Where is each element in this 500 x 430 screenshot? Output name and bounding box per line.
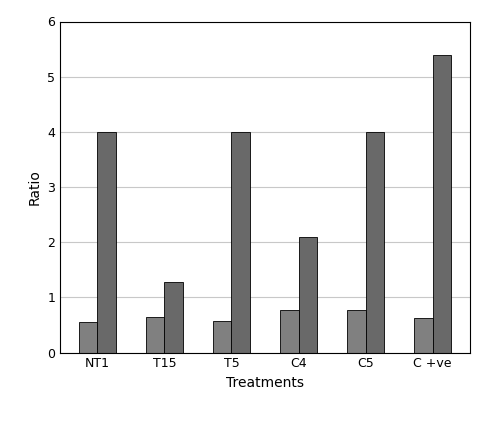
Bar xyxy=(232,132,250,353)
Bar xyxy=(212,321,232,353)
Bar xyxy=(146,317,165,353)
Bar xyxy=(298,237,318,353)
Bar xyxy=(414,318,432,353)
Bar xyxy=(98,132,116,353)
Bar xyxy=(366,132,384,353)
Bar xyxy=(280,310,298,353)
X-axis label: Treatments: Treatments xyxy=(226,376,304,390)
Bar xyxy=(164,282,183,353)
Y-axis label: Ratio: Ratio xyxy=(28,169,42,205)
Bar xyxy=(78,322,98,353)
Bar xyxy=(432,55,452,353)
Bar xyxy=(347,310,366,353)
